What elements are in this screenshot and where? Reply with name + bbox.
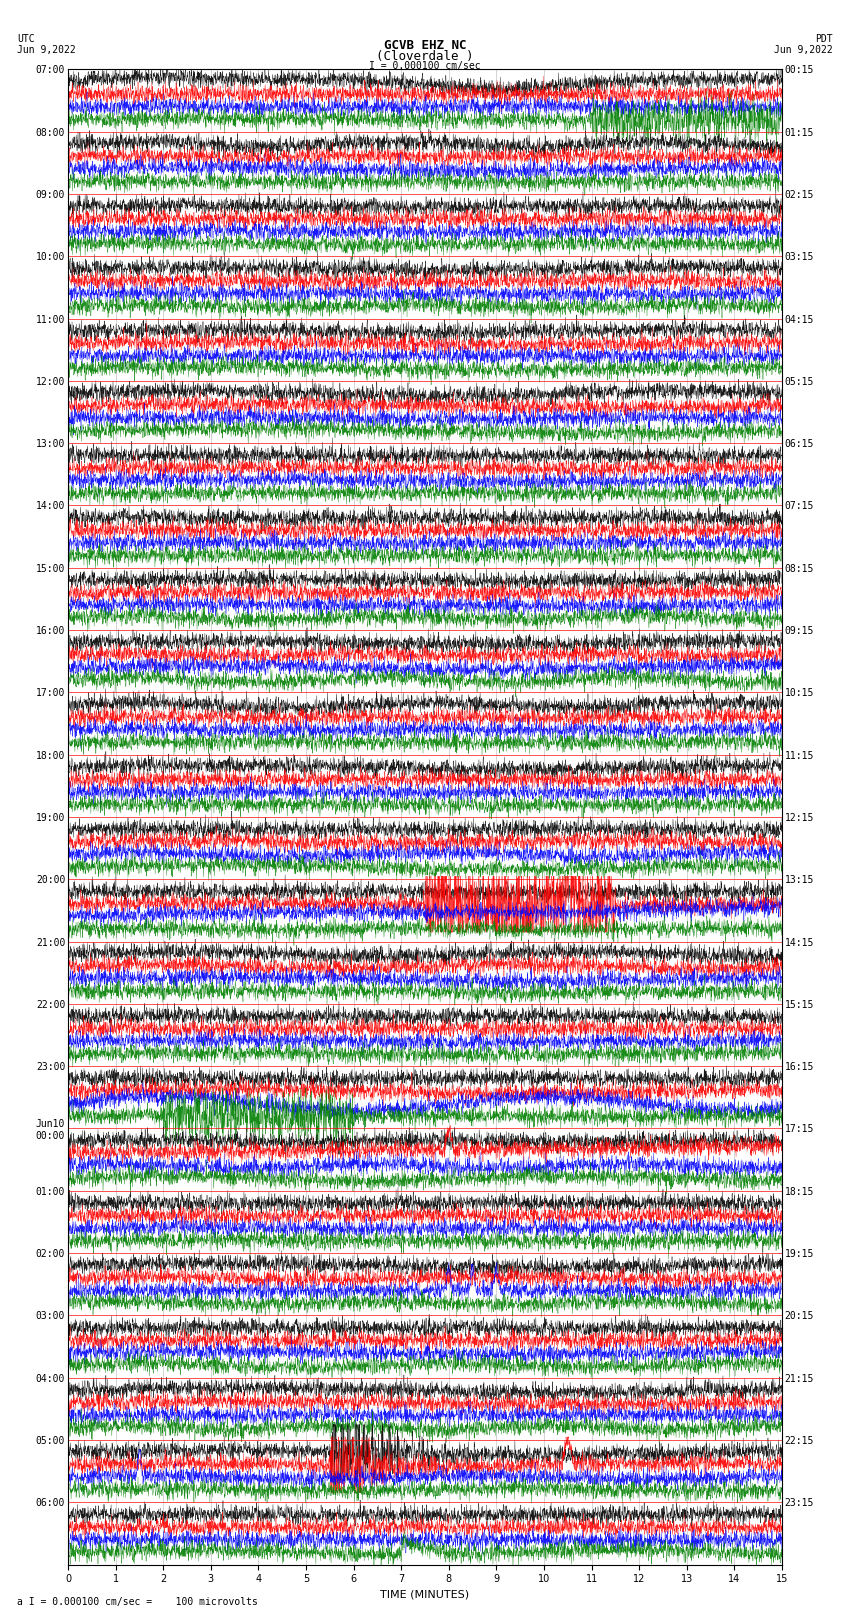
X-axis label: TIME (MINUTES): TIME (MINUTES) bbox=[381, 1590, 469, 1600]
Text: GCVB EHZ NC: GCVB EHZ NC bbox=[383, 39, 467, 52]
Text: I = 0.000100 cm/sec: I = 0.000100 cm/sec bbox=[369, 61, 481, 71]
Text: UTC
Jun 9,2022: UTC Jun 9,2022 bbox=[17, 34, 76, 55]
Text: PDT
Jun 9,2022: PDT Jun 9,2022 bbox=[774, 34, 833, 55]
Text: (Cloverdale ): (Cloverdale ) bbox=[377, 50, 473, 63]
Text: a I = 0.000100 cm/sec =    100 microvolts: a I = 0.000100 cm/sec = 100 microvolts bbox=[17, 1597, 258, 1607]
